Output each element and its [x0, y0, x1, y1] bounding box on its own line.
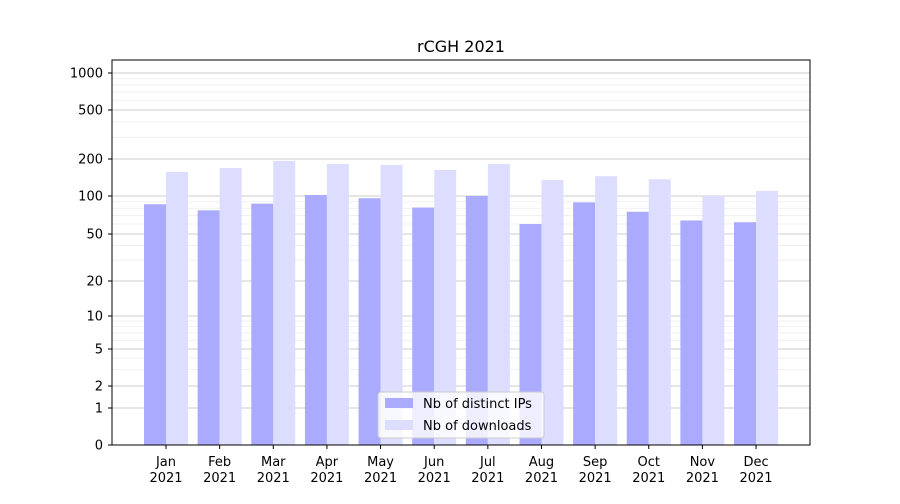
- y-axis: 0 1 2 5 10 20 50 100 200 500 1000: [70, 67, 112, 454]
- bar-downloads: [756, 190, 779, 445]
- x-tick-label: May 2021: [364, 455, 397, 486]
- y-tick-label: 100: [78, 190, 103, 205]
- y-tick-label: 50: [86, 228, 103, 243]
- bar-downloads: [326, 164, 349, 445]
- bar-downloads: [380, 164, 403, 445]
- legend-label-downloads: Nb of downloads: [423, 419, 532, 434]
- bar-distinct-ips: [734, 222, 757, 445]
- bar-downloads: [487, 164, 510, 445]
- bar-distinct-ips: [519, 224, 542, 445]
- bar-downloads: [702, 196, 725, 445]
- y-tick-label: 1000: [70, 67, 103, 82]
- bar-downloads: [434, 169, 457, 445]
- x-tick-label: Oct 2021: [632, 455, 665, 486]
- x-tick-label: Aug 2021: [525, 455, 558, 486]
- bar-downloads: [595, 176, 618, 445]
- bar-distinct-ips: [251, 203, 274, 445]
- y-tick-label: 500: [78, 104, 103, 119]
- bar-downloads: [273, 160, 296, 445]
- x-axis: Jan 2021 Feb 2021 Mar 2021 Apr 2021 May 2021 Jun 20…: [149, 445, 773, 486]
- y-tick-label: 0: [95, 439, 103, 454]
- bar-distinct-ips: [626, 211, 649, 445]
- bar-distinct-ips: [358, 198, 381, 445]
- bar-downloads: [166, 171, 188, 446]
- x-tick-label: Jun 2021: [418, 455, 451, 486]
- legend: Nb of distinct IPs Nb of downloads: [377, 391, 545, 439]
- x-tick-label: Mar 2021: [257, 455, 290, 486]
- bar-distinct-ips: [197, 210, 220, 445]
- x-tick-label: Apr 2021: [310, 455, 343, 486]
- bar-downloads: [541, 179, 564, 445]
- legend-label-ips: Nb of distinct IPs: [423, 397, 532, 412]
- bar-distinct-ips: [144, 204, 166, 445]
- bar-downloads: [648, 179, 671, 445]
- bar-distinct-ips: [680, 220, 703, 445]
- bars: [144, 160, 779, 446]
- y-tick-label: 1: [95, 402, 103, 417]
- legend-box: [377, 391, 545, 439]
- x-tick-label: Jan 2021: [149, 455, 182, 486]
- x-tick-label: Dec 2021: [739, 455, 772, 486]
- bar-distinct-ips: [465, 196, 488, 445]
- plot-frame: [111, 59, 811, 446]
- y-tick-label: 20: [86, 275, 103, 290]
- y-tick-label: 5: [95, 343, 103, 358]
- y-tick-label: 10: [86, 310, 103, 325]
- bar-downloads: [219, 167, 242, 445]
- x-tick-label: Feb 2021: [203, 455, 236, 486]
- x-tick-label: Nov 2021: [686, 455, 719, 486]
- bar-distinct-ips: [412, 207, 435, 445]
- y-tick-label: 2: [95, 380, 103, 395]
- legend-swatch-ips: [385, 398, 413, 408]
- x-tick-label: Sep 2021: [579, 455, 612, 486]
- x-tick-label: Jul 2021: [471, 455, 504, 486]
- y-tick-label: 200: [78, 153, 103, 168]
- legend-swatch-downloads: [385, 420, 413, 430]
- chart-title: rCGH 2021: [417, 37, 505, 56]
- bar-distinct-ips: [304, 194, 327, 445]
- bar-distinct-ips: [573, 202, 596, 445]
